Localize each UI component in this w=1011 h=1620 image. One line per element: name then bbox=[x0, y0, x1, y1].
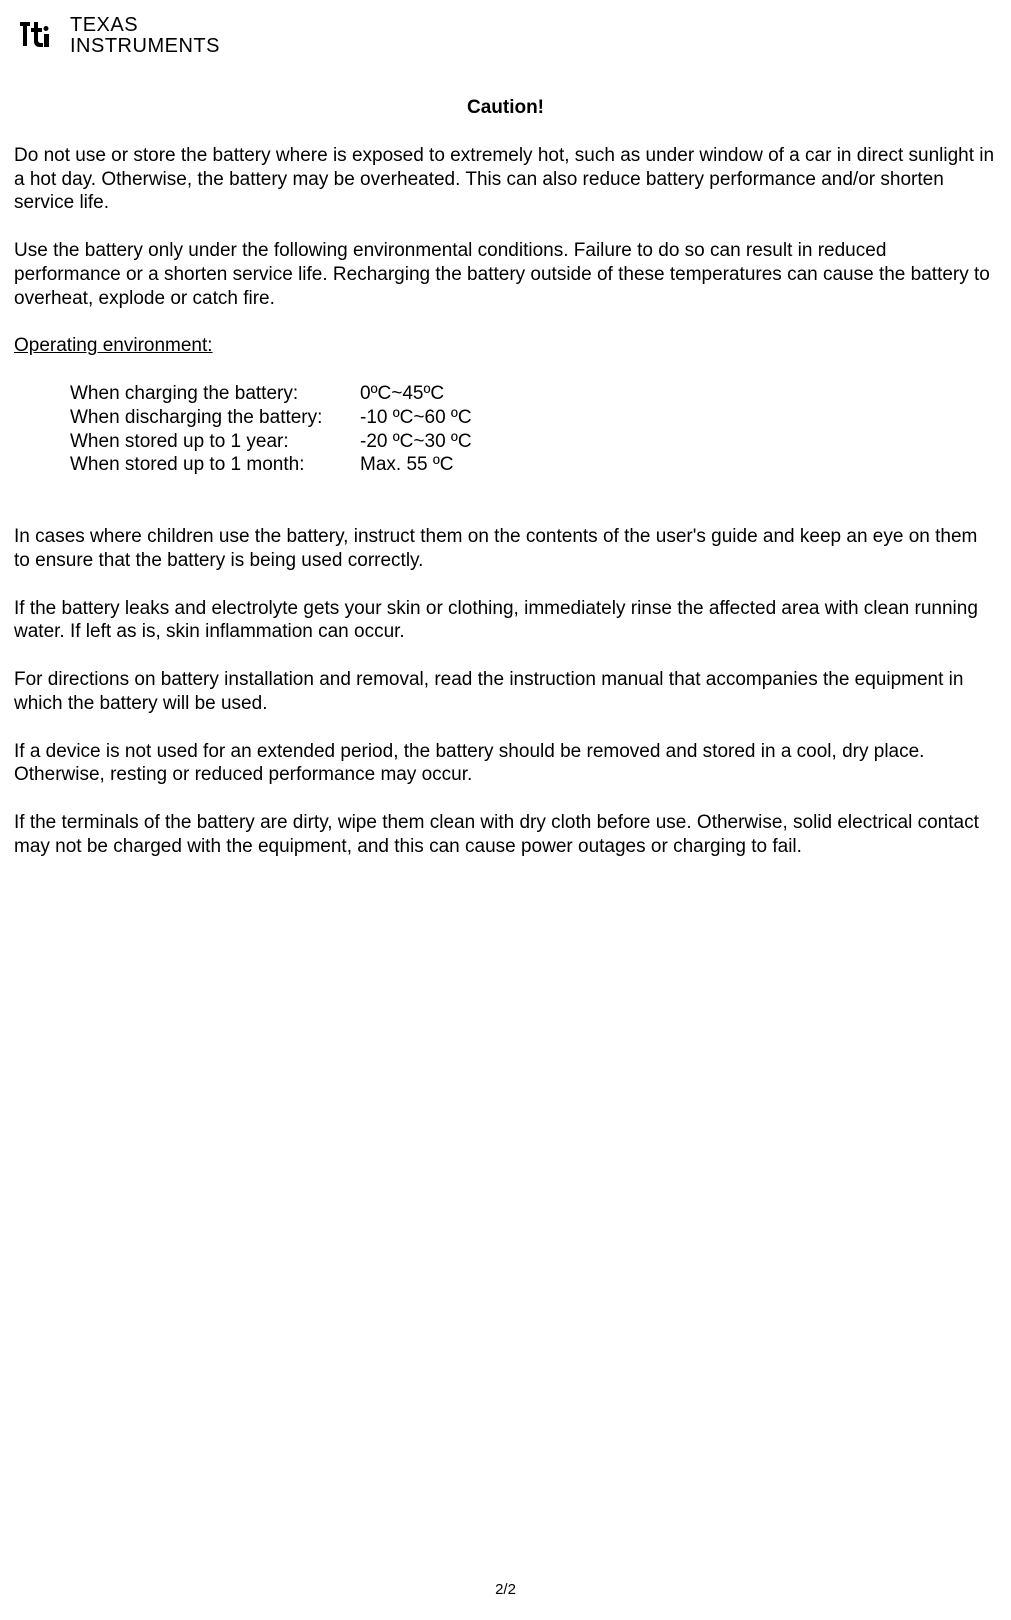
env-row: When stored up to 1 year: -20 ºC~30 ºC bbox=[70, 430, 997, 454]
env-label: When stored up to 1 year: bbox=[70, 430, 360, 454]
logo-block: TEXAS INSTRUMENTS bbox=[14, 12, 997, 60]
paragraph-4: If the battery leaks and electrolyte get… bbox=[14, 597, 997, 645]
env-value: -10 ºC~60 ºC bbox=[360, 406, 997, 430]
logo-line2: INSTRUMENTS bbox=[70, 36, 220, 57]
env-label: When charging the battery: bbox=[70, 382, 360, 406]
logo-line1: TEXAS bbox=[70, 15, 220, 36]
operating-environment-heading: Operating environment: bbox=[14, 334, 997, 358]
page-number: 2/2 bbox=[0, 1581, 1011, 1600]
env-row: When charging the battery: 0ºC~45ºC bbox=[70, 382, 997, 406]
paragraph-7: If the terminals of the battery are dirt… bbox=[14, 811, 997, 859]
env-row: When stored up to 1 month: Max. 55 ºC bbox=[70, 453, 997, 477]
env-value: -20 ºC~30 ºC bbox=[360, 430, 997, 454]
env-value: 0ºC~45ºC bbox=[360, 382, 997, 406]
paragraph-5: For directions on battery installation a… bbox=[14, 668, 997, 716]
operating-environment-table: When charging the battery: 0ºC~45ºC When… bbox=[70, 382, 997, 477]
paragraph-6: If a device is not used for an extended … bbox=[14, 740, 997, 788]
logo-text: TEXAS INSTRUMENTS bbox=[70, 15, 220, 57]
page-title: Caution! bbox=[14, 96, 997, 120]
ti-logo-icon bbox=[14, 12, 62, 60]
env-label: When stored up to 1 month: bbox=[70, 453, 360, 477]
env-value: Max. 55 ºC bbox=[360, 453, 997, 477]
env-row: When discharging the battery: -10 ºC~60 … bbox=[70, 406, 997, 430]
paragraph-2: Use the battery only under the following… bbox=[14, 239, 997, 310]
paragraph-3: In cases where children use the battery,… bbox=[14, 525, 997, 573]
paragraph-1: Do not use or store the battery where is… bbox=[14, 144, 997, 215]
env-label: When discharging the battery: bbox=[70, 406, 360, 430]
